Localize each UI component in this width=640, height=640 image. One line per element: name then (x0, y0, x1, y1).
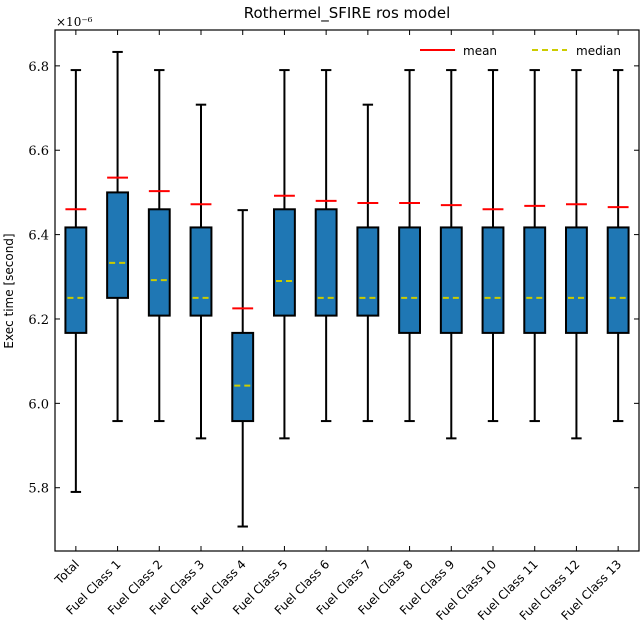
plot-frame (54, 29, 640, 552)
box (565, 226, 588, 334)
box (439, 226, 463, 334)
chart-title: Rothermel_SFIRE ros model (244, 4, 451, 23)
box (273, 208, 296, 317)
y-tick-label: 6.6 (28, 144, 49, 159)
box (523, 226, 547, 334)
y-tick-label: 6.0 (28, 397, 49, 412)
box (398, 226, 421, 334)
box (606, 226, 630, 334)
box (64, 226, 88, 334)
box (356, 226, 380, 317)
legend-median-label: median (576, 44, 621, 58)
box (481, 226, 505, 334)
x-tick-label: Total (52, 557, 82, 587)
y-axis-offset-label: ×10⁻⁶ (56, 15, 93, 29)
y-tick-label: 6.4 (28, 229, 49, 244)
box (314, 208, 338, 317)
y-tick-label: 6.8 (28, 60, 49, 75)
box (231, 331, 255, 423)
y-tick-label: 6.2 (28, 313, 49, 328)
legend-mean-label: mean (463, 44, 497, 58)
y-tick-label: 5.8 (28, 482, 49, 497)
box (106, 191, 130, 299)
box (189, 226, 213, 317)
y-axis-label: Exec time [second] (2, 233, 16, 348)
legend: mean median (420, 44, 621, 58)
box (147, 208, 171, 317)
